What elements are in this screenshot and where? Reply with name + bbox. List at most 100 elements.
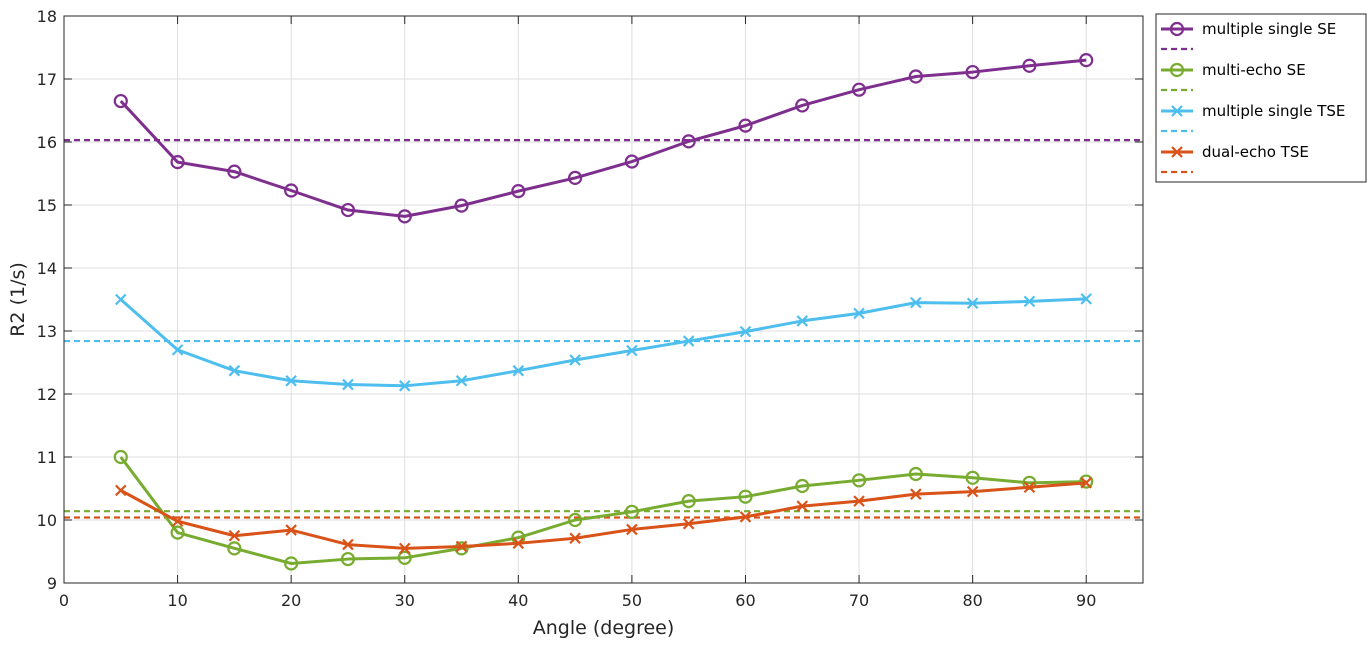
x-tick-label: 0 — [59, 591, 69, 610]
marker-stroke — [1080, 477, 1092, 489]
x-tick-label: 90 — [1076, 591, 1096, 610]
series-line — [119, 58, 1087, 218]
x-tick-label: 20 — [281, 591, 301, 610]
data-point — [1080, 477, 1092, 489]
data-point — [340, 202, 356, 218]
data-point — [626, 523, 638, 536]
data-point — [910, 488, 922, 500]
y-tick-label: 14 — [37, 259, 57, 278]
data-point — [966, 297, 979, 310]
marker-stroke — [796, 315, 809, 327]
marker-stroke — [739, 511, 752, 523]
data-point — [851, 82, 867, 97]
marker-stroke — [739, 325, 752, 338]
data-point — [285, 374, 297, 387]
y-tick-label: 10 — [37, 511, 57, 530]
data-point — [398, 542, 411, 555]
data-point — [455, 540, 468, 553]
marker-stroke — [569, 532, 581, 545]
data-point — [455, 374, 468, 387]
data-point — [454, 541, 469, 556]
data-point — [1022, 475, 1037, 490]
data-point — [681, 134, 696, 149]
data-point — [569, 532, 581, 545]
marker-stroke — [626, 523, 638, 536]
data-point — [285, 524, 297, 536]
marker-stroke — [285, 524, 297, 536]
marker-stroke — [1023, 481, 1036, 494]
series-lines — [113, 52, 1094, 571]
data-point — [115, 293, 127, 306]
tick-labels: 0 10 20 30 40 50 60 70 80 90 9 10 11 12 13 14 15 16 17 18 — [37, 7, 1143, 610]
legend-box — [1155, 13, 1367, 183]
data-point — [113, 93, 128, 109]
series-line — [119, 456, 1087, 565]
data-point — [113, 449, 128, 465]
data-point — [626, 344, 638, 357]
marker-stroke — [853, 495, 865, 507]
x-tick-label: 60 — [735, 591, 755, 610]
data-point — [342, 378, 354, 391]
marker-stroke — [115, 293, 127, 306]
data-point — [681, 494, 696, 509]
data-point — [1169, 21, 1185, 37]
data-point — [171, 515, 184, 528]
data-point — [227, 164, 242, 179]
x-axis-label: Angle (degree) — [533, 617, 675, 639]
x-tick-label: 40 — [508, 591, 528, 610]
marker-stroke — [171, 344, 184, 356]
data-point — [1079, 474, 1094, 489]
data-point — [795, 478, 810, 494]
data-point — [398, 380, 411, 392]
marker-stroke — [115, 484, 127, 497]
data-point — [624, 504, 639, 519]
data-point — [624, 154, 639, 169]
mean-lines — [64, 139, 1143, 519]
y-tick-label: 12 — [37, 385, 57, 404]
x-tick-label: 80 — [962, 591, 982, 610]
legend-label: multiple single TSE — [1202, 102, 1345, 120]
data-point — [228, 364, 241, 377]
series-line — [119, 297, 1087, 388]
marker-stroke — [398, 380, 411, 392]
data-point — [908, 466, 923, 482]
data-point — [851, 473, 867, 488]
marker-stroke — [455, 374, 468, 387]
data-point — [682, 335, 695, 347]
data-point — [171, 344, 184, 356]
x-tick-label: 70 — [849, 591, 869, 610]
data-point — [910, 296, 922, 309]
marker-stroke — [626, 344, 638, 357]
y-tick-label: 16 — [37, 133, 57, 152]
y-axis-label: R2 (1/s) — [7, 262, 29, 337]
data-point — [284, 556, 299, 571]
marker-stroke — [342, 378, 354, 391]
data-point — [284, 183, 299, 198]
data-point — [1023, 481, 1036, 494]
marker-stroke — [512, 537, 525, 550]
data-point — [1022, 58, 1037, 73]
legend: multiple single SE multi-echo SE multiple … — [1155, 13, 1367, 183]
series-group — [115, 293, 1092, 392]
data-point — [1171, 146, 1183, 158]
data-point — [512, 364, 525, 377]
data-point — [568, 170, 583, 186]
marker-stroke — [682, 335, 695, 347]
x-tick-label: 30 — [395, 591, 415, 610]
data-point — [1079, 52, 1094, 68]
data-point — [511, 184, 526, 199]
data-point — [796, 500, 809, 512]
data-point — [738, 118, 753, 133]
data-point — [739, 325, 752, 338]
series-group — [115, 477, 1092, 555]
marker-stroke — [455, 540, 468, 553]
data-point — [228, 529, 241, 542]
data-point — [115, 484, 127, 497]
data-point — [796, 315, 809, 327]
data-point — [170, 155, 185, 170]
marker-stroke — [910, 296, 922, 309]
axes-box — [63, 15, 1144, 584]
y-tick-label: 9 — [47, 574, 57, 593]
data-point — [1169, 62, 1185, 78]
